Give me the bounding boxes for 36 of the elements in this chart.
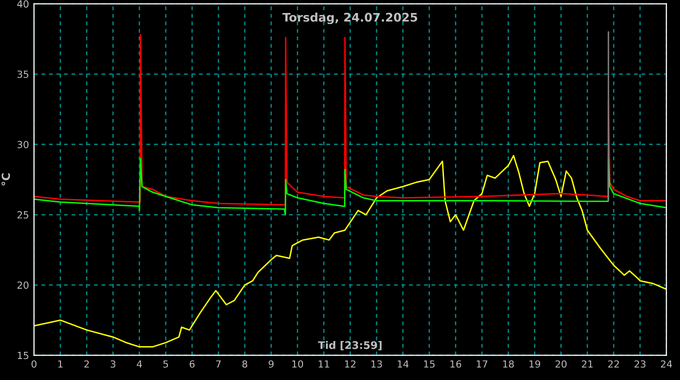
x-axis-title: Tid [23:59]	[318, 341, 382, 350]
x-tick-label: 1	[58, 360, 63, 368]
x-tick-label: 9	[268, 360, 274, 368]
x-tick-label: 13	[371, 360, 382, 368]
x-tick-label: 10	[292, 360, 304, 368]
x-tick-label: 14	[398, 360, 409, 368]
line-series	[34, 158, 666, 216]
x-tick-label: 3	[110, 360, 116, 368]
x-tick-label: 22	[608, 360, 619, 368]
x-tick-label: 17	[476, 360, 488, 368]
y-tick-label: 20	[17, 281, 28, 289]
x-tick-label: 24	[660, 360, 672, 368]
y-tick-label: 40	[17, 0, 28, 8]
x-tick-label: 11	[318, 360, 330, 368]
x-tick-label: 5	[163, 360, 168, 368]
line-series	[34, 34, 666, 206]
x-tick-label: 18	[503, 360, 514, 368]
x-tick-label: 6	[190, 360, 195, 368]
x-tick-label: 4	[136, 360, 142, 368]
x-tick-label: 16	[450, 360, 462, 368]
x-tick-label: 20	[556, 360, 567, 368]
y-tick-label: 30	[18, 140, 28, 148]
x-tick-label: 21	[582, 360, 593, 368]
x-tick-label: 12	[345, 360, 356, 368]
y-tick-label: 35	[18, 70, 28, 78]
x-tick-label: 15	[424, 360, 435, 368]
y-tick-label: 15	[18, 352, 28, 360]
x-tick-label: 7	[216, 360, 221, 368]
y-axis-title: °C	[2, 173, 10, 186]
x-tick-label: 19	[530, 360, 540, 368]
x-tick-label: 23	[634, 360, 646, 368]
x-tick-label: 0	[32, 360, 36, 368]
x-tick-label: 8	[242, 360, 248, 368]
x-tick-label: 2	[84, 360, 89, 368]
text: Torsdag, 24.07.2025	[282, 12, 418, 24]
y-tick-label: 25	[17, 211, 28, 219]
